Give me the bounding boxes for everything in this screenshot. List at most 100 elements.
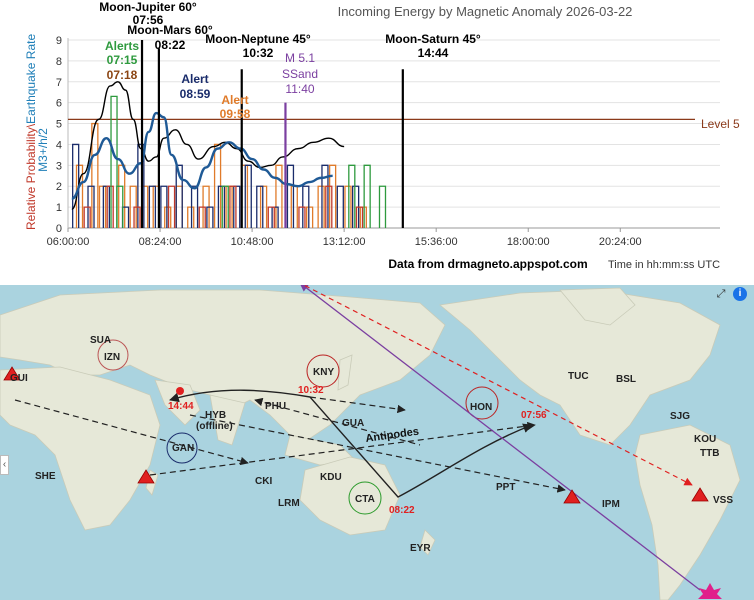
station-cki: CKI	[255, 476, 272, 487]
x-tick-label: 15:36:00	[415, 236, 458, 248]
annotation-moon-saturn-time: 14:44	[418, 46, 449, 60]
station-gua: GUA	[342, 418, 364, 429]
station-gui: GUI	[10, 373, 28, 384]
fullscreen-button[interactable]: ⤢	[716, 288, 726, 300]
antipode-line-gui	[14, 399, 249, 466]
spike-navy	[137, 143, 145, 228]
spike-orange	[328, 164, 337, 228]
annotation-quake: M 5.1	[285, 51, 315, 65]
station-offline: (offline)	[196, 421, 233, 432]
spike-orange	[305, 206, 314, 228]
annotation-alert-navy: Alert	[181, 72, 208, 86]
spike-navy	[336, 185, 344, 228]
station-hon: HON	[470, 402, 492, 413]
station-ttb: TTB	[700, 448, 719, 459]
station-kny: KNY	[313, 367, 334, 378]
y-tick-label: 6	[56, 98, 62, 110]
spike-navy	[271, 206, 279, 228]
spike-navy	[256, 185, 264, 228]
annotation-moon-neptune-time: 10:32	[243, 46, 274, 60]
y-label-separator: \	[24, 123, 38, 127]
spike-red	[267, 206, 275, 228]
spike-green	[378, 185, 387, 228]
annotation-moon-jupiter-time: 07:56	[133, 13, 164, 27]
station-kdu: KDU	[320, 472, 342, 483]
world-map[interactable]: SUA IZN GUI SHE GAN HYB (offline) PHU KN…	[0, 285, 754, 600]
spike-red	[298, 206, 306, 228]
chart-svg: 0 1 2 3 4 5 6 7 8 9 06:00:00 08:24:00 10:48:00 13:12:…	[24, 0, 740, 271]
spike-navy	[121, 206, 130, 228]
station-circle-izn	[97, 339, 129, 371]
y-tick-label: 3	[56, 160, 62, 172]
spike-red	[355, 206, 364, 228]
station-circle-kny	[306, 354, 340, 388]
energy-path	[169, 389, 533, 498]
spike-orange	[187, 206, 195, 228]
spike-navy	[175, 164, 183, 228]
annotation-alert-orange: Alert	[221, 93, 248, 107]
spike-navy	[102, 185, 111, 228]
station-bsl: BSL	[616, 374, 636, 385]
burst-icon	[698, 583, 722, 599]
station-she: SHE	[35, 471, 56, 482]
spike-orange	[164, 206, 172, 228]
land-south-america	[634, 424, 741, 600]
spike-orange	[275, 164, 283, 228]
y-label-probability: Relative Probability	[24, 127, 38, 230]
spike-navy	[321, 164, 329, 228]
spike-green	[348, 164, 356, 228]
station-circle-cta	[348, 481, 382, 515]
svg-text:Relative Probability\Earthquak: Relative Probability\Earthquake Rate	[24, 34, 38, 230]
warning-marker-brazil	[691, 487, 709, 502]
spike-green	[363, 164, 371, 228]
spike-green	[221, 185, 229, 228]
spike-orange	[259, 185, 268, 228]
antipode-line-gan	[149, 421, 536, 476]
x-tick-label: 08:24:00	[139, 236, 182, 248]
data-source-label: Data from drmagneto.appspot.com	[388, 257, 587, 271]
station-gan: GAN	[172, 443, 194, 454]
y-tick-label: 4	[56, 139, 62, 151]
spike-red	[106, 185, 114, 228]
station-sua: SUA	[90, 335, 111, 346]
annotation-alerts-green: Alerts	[105, 39, 139, 53]
warning-marker-gui	[3, 366, 21, 381]
spike-navy	[206, 206, 214, 228]
annotation-alert-navy-time: 08:59	[180, 87, 211, 101]
land-greenland	[559, 287, 636, 326]
y-tick-label: 8	[56, 56, 62, 68]
spike-navy	[244, 164, 252, 228]
y-axis-unit: M3+/h/2	[36, 128, 50, 172]
time-label-14-44: 14:44	[168, 401, 194, 412]
x-tick-label: 10:48:00	[231, 236, 274, 248]
x-tick-label: 20:24:00	[599, 236, 642, 248]
event-dot-14-44	[176, 387, 184, 395]
station-circle-gan	[166, 432, 198, 464]
y-label-rate: Earthquake Rate	[24, 34, 38, 124]
spike-orange	[225, 185, 233, 228]
y-tick-label: 7	[56, 77, 62, 89]
spike-red	[229, 185, 237, 228]
annotation-moon-saturn: Moon-Saturn 45°	[385, 32, 481, 46]
spike-red	[83, 206, 91, 228]
map-svg: SUA IZN GUI SHE GAN HYB (offline) PHU KN…	[0, 285, 741, 600]
spike-red	[198, 206, 206, 228]
red-dashed-path	[302, 285, 693, 486]
station-phu: PHU	[265, 401, 286, 412]
spike-navy	[148, 185, 157, 228]
annotation-alerts-green-time: 07:15	[107, 53, 138, 67]
land-north-america	[439, 289, 721, 446]
station-tuc: TUC	[568, 371, 589, 382]
map-info-button[interactable]: i	[733, 287, 747, 301]
y-label-unit: M3+/h/2	[36, 128, 50, 172]
spike-red	[325, 185, 333, 228]
annotation-moon-jupiter: Moon-Jupiter 60°	[99, 0, 197, 14]
chart-title: Incoming Energy by Magnetic Anomaly 2026…	[338, 4, 633, 19]
land-africa	[0, 366, 161, 531]
spike-orange	[118, 164, 126, 228]
station-sjg: SJG	[670, 411, 690, 422]
spike-orange	[98, 185, 107, 228]
panel-collapse-button[interactable]: ‹	[0, 455, 9, 475]
y-tick-label: 9	[56, 35, 62, 47]
